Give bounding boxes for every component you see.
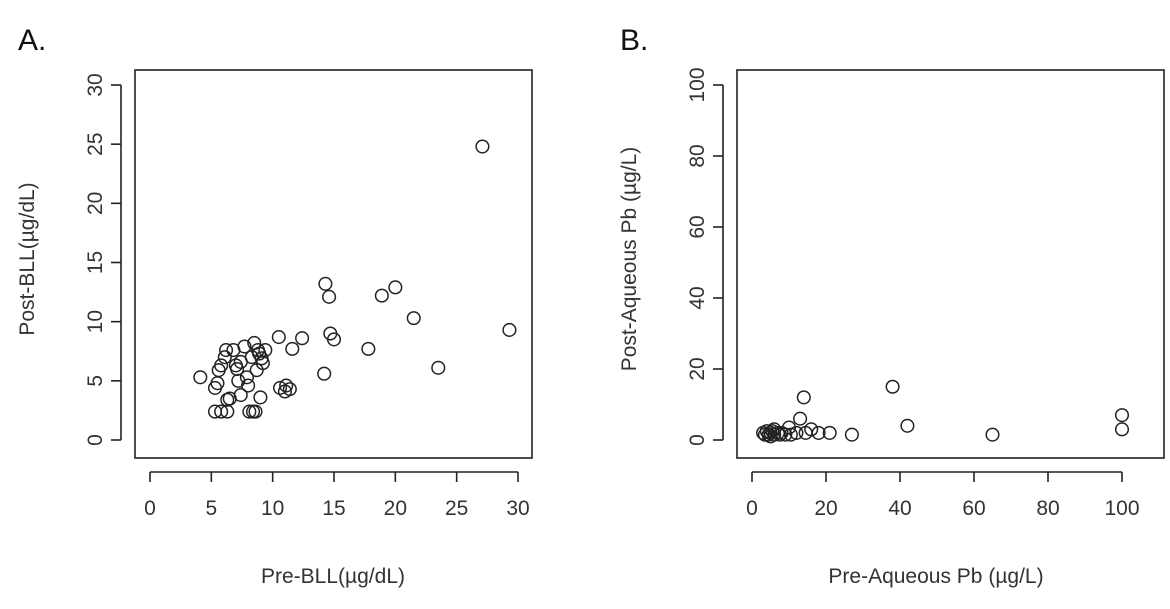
panel-b-scatter-plot: B. 0 20 40 60 80 100 0 20 40 60 80 100 Pre-Aqueous… bbox=[618, 24, 1165, 588]
panel-b-data-point bbox=[793, 411, 808, 426]
panel-b-x-axis: 0 20 40 60 80 100 bbox=[746, 471, 1140, 520]
panel-a-label: A. bbox=[18, 24, 46, 57]
panel-b-data-point bbox=[811, 425, 826, 440]
panel-a-data-point bbox=[326, 332, 342, 347]
panel-a-data-point bbox=[210, 376, 225, 391]
panel-a-y-tick-label: 15 bbox=[84, 251, 107, 274]
panel-a-points bbox=[193, 139, 517, 419]
panel-a-x-tick-label: 5 bbox=[205, 497, 217, 520]
panel-b-y-tick-label: 80 bbox=[686, 144, 709, 167]
panel-b-label: B. bbox=[620, 24, 648, 57]
panel-a-x-tick-label: 25 bbox=[445, 497, 468, 520]
panel-a-data-point bbox=[374, 288, 389, 303]
panel-a-data-point bbox=[361, 341, 376, 356]
panel-a-data-point bbox=[242, 404, 257, 419]
panel-a-data-point bbox=[322, 289, 337, 304]
panel-a-y-tick-label: 0 bbox=[84, 434, 107, 446]
panel-b-data-point bbox=[822, 425, 837, 440]
panel-b-x-tick-label: 20 bbox=[814, 497, 837, 520]
panel-a-data-point bbox=[279, 378, 294, 393]
panel-b-y-tick-label: 100 bbox=[686, 67, 709, 102]
panel-b-x-tick-label: 60 bbox=[962, 497, 985, 520]
panel-b-data-point bbox=[1114, 408, 1130, 423]
panel-a-y-tick-label: 5 bbox=[84, 375, 107, 387]
panel-a-data-point bbox=[241, 378, 256, 393]
panel-b-data-point bbox=[772, 427, 787, 442]
panel-b-plot-frame bbox=[736, 69, 1165, 459]
panel-a-y-tick-label: 30 bbox=[84, 73, 107, 96]
panel-b-y-tick-label: 0 bbox=[686, 434, 709, 446]
panel-b-x-tick-label: 80 bbox=[1036, 497, 1059, 520]
panel-a-data-point bbox=[220, 404, 235, 419]
panel-a-x-tick-label: 0 bbox=[144, 497, 156, 520]
panel-a-data-point bbox=[282, 382, 297, 397]
panel-a-data-point bbox=[217, 350, 232, 365]
panel-a-data-point bbox=[239, 370, 254, 385]
panel-a-data-point bbox=[475, 139, 490, 154]
panel-b-data-point bbox=[778, 427, 793, 442]
panel-b-data-point bbox=[900, 418, 915, 433]
panel-b-data-point bbox=[796, 390, 811, 405]
panel-a-data-point bbox=[502, 322, 517, 338]
panel-a-y-tick-label: 25 bbox=[84, 132, 107, 155]
panel-a-y-tick-label: 10 bbox=[84, 310, 107, 333]
panel-b-data-point bbox=[885, 379, 900, 394]
panel-b-points bbox=[756, 379, 1130, 444]
panel-b-data-point bbox=[783, 427, 798, 442]
panel-b-y-tick-label: 20 bbox=[686, 357, 709, 380]
panel-a-y-axis: 0 5 10 15 20 25 30 bbox=[84, 73, 122, 446]
panel-b-x-tick-label: 0 bbox=[746, 497, 758, 520]
panel-a-data-point bbox=[193, 370, 208, 385]
panel-a-data-point bbox=[233, 387, 248, 403]
panel-a-data-point bbox=[406, 311, 421, 326]
panel-b-data-point bbox=[985, 427, 1000, 442]
panel-a-data-point bbox=[431, 360, 446, 375]
panel-a-data-point bbox=[214, 404, 229, 419]
panel-a-data-point bbox=[317, 366, 332, 381]
panel-b-y-axis-title: Post-Aqueous Pb (µg/L) bbox=[618, 147, 641, 372]
panel-a-x-axis: 0 5 10 15 20 25 30 bbox=[144, 471, 530, 520]
panel-a-data-point bbox=[255, 356, 270, 371]
panel-a-x-axis-title: Pre-BLL(µg/dL) bbox=[261, 565, 405, 588]
panel-a-data-point bbox=[285, 341, 300, 356]
panel-b-data-point bbox=[781, 420, 797, 435]
panel-a-data-point bbox=[253, 390, 268, 405]
panel-b-y-tick-label: 60 bbox=[686, 215, 709, 238]
panel-a-y-tick-label: 20 bbox=[84, 192, 107, 215]
panel-b-x-axis-title: Pre-Aqueous Pb (µg/L) bbox=[828, 565, 1043, 588]
panel-b-y-tick-label: 40 bbox=[686, 286, 709, 309]
panel-a-data-point bbox=[258, 343, 273, 358]
panel-a-data-point bbox=[271, 330, 286, 345]
panel-a-data-point bbox=[231, 373, 246, 388]
panel-a-x-tick-label: 30 bbox=[506, 497, 529, 520]
panel-a-data-point bbox=[318, 276, 333, 291]
panel-a-data-point bbox=[388, 280, 403, 295]
panel-a-scatter-plot: A. 0 5 10 15 20 25 30 0 5 10 15 20 25 30 Pre-BLL(µg/… bbox=[16, 24, 533, 588]
panel-a-plot-frame bbox=[134, 69, 533, 459]
panel-b-x-tick-label: 40 bbox=[888, 497, 911, 520]
panel-a-data-point bbox=[248, 404, 263, 419]
panel-b-data-point bbox=[844, 427, 859, 442]
panel-b-y-axis: 0 20 40 60 80 100 bbox=[686, 67, 724, 446]
panel-b-data-point bbox=[1114, 422, 1130, 437]
panel-a-y-axis-title: Post-BLL(µg/dL) bbox=[16, 182, 39, 335]
panel-a-data-point bbox=[237, 339, 252, 354]
panel-a-x-tick-label: 20 bbox=[384, 497, 407, 520]
panel-b-x-tick-label: 100 bbox=[1104, 497, 1139, 520]
panel-a-data-point bbox=[219, 343, 234, 358]
panel-a-data-point bbox=[214, 358, 229, 373]
panel-a-x-tick-label: 10 bbox=[261, 497, 284, 520]
panel-b-data-point bbox=[804, 422, 819, 437]
panel-a-x-tick-label: 15 bbox=[322, 497, 345, 520]
panel-b-data-point bbox=[789, 425, 804, 440]
panel-a-data-point bbox=[295, 331, 310, 346]
